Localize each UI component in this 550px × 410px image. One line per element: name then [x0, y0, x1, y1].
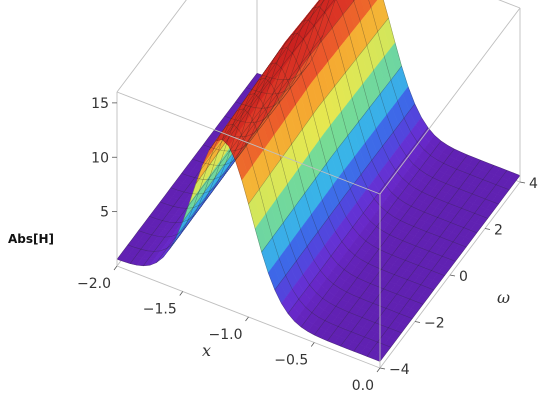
mesh-line-x [192, 32, 456, 262]
surface-patch [373, 351, 386, 362]
box-edge-top-front [116, 91, 381, 195]
mesh-line-x [138, 108, 402, 334]
mesh-line-y [143, 79, 284, 266]
y-tick-label: −2 [424, 316, 445, 332]
mesh-line-x [235, 0, 499, 205]
mesh-line-y [327, 154, 468, 342]
mesh-line-y [340, 159, 481, 347]
y-tick-mark [414, 321, 421, 323]
mesh-line-y [274, 103, 416, 291]
y-tick-label: −4 [389, 362, 410, 378]
box-edge-top-left [116, 0, 187, 93]
x-tick-mark [310, 342, 315, 347]
mesh-line-y [287, 127, 429, 314]
axis-ticks: −2.0 −1.5 −1.0 −0.5 0.0 −4 −2 0 2 4 5 10 15 [77, 96, 538, 394]
x-axis-label: x [202, 341, 211, 360]
mesh-line-x [256, 0, 521, 176]
surface-mesh [116, 0, 521, 362]
y-axis-label: ω [497, 288, 510, 307]
x-tick-mark [179, 291, 184, 296]
mesh-line-y [182, 35, 324, 222]
mesh-line-y [248, 17, 389, 205]
z-tick-label: 15 [91, 96, 109, 112]
mesh-line-x [246, 0, 510, 191]
mesh-line-y [208, 0, 321, 151]
z-axis-label: Abs[H] [8, 232, 54, 246]
x-tick-label: −0.5 [274, 353, 308, 369]
z-tick-label: 10 [91, 150, 109, 166]
mesh-line-y [314, 148, 455, 336]
y-tick-mark [484, 228, 491, 230]
y-tick-label: 0 [459, 269, 468, 285]
x-tick-mark [113, 265, 118, 271]
x-tick-label: −1.0 [209, 327, 243, 343]
mesh-line-y [300, 140, 442, 328]
mesh-line-x [127, 123, 391, 348]
mesh-line-x [116, 139, 381, 362]
y-tick-mark [519, 181, 526, 184]
y-tick-mark [449, 274, 456, 277]
mesh-line-y [195, 0, 335, 184]
mesh-line-x [181, 47, 445, 276]
mesh-line-x [160, 77, 424, 305]
mesh-line-x [170, 62, 434, 291]
mesh-line-y [261, 65, 402, 253]
mesh-line-y [379, 175, 521, 362]
mesh-line-y [366, 170, 508, 357]
box-edge-top-back [498, 0, 521, 9]
y-tick-mark [379, 367, 386, 370]
mesh-line-x [224, 0, 488, 219]
z-tick-label: 5 [100, 205, 109, 221]
x-tick-label: 0.0 [352, 378, 374, 394]
mesh-line-y [116, 73, 258, 260]
mesh-line-x [149, 93, 413, 319]
y-tick-label: 2 [494, 223, 503, 239]
x-tick-label: −1.5 [143, 302, 177, 318]
x-tick-mark [376, 367, 381, 373]
box-edge-top-right [379, 7, 521, 195]
mesh-line-y [353, 165, 494, 352]
mesh-line-y [129, 77, 271, 264]
mesh-line-y [235, 0, 356, 161]
y-tick-label: 4 [529, 176, 538, 192]
mesh-line-x [213, 6, 477, 233]
mesh-line-y [221, 0, 325, 140]
mesh-line-x [203, 19, 467, 248]
x-tick-mark [245, 316, 249, 322]
mesh-line-y [156, 76, 297, 263]
mesh-line-y [169, 62, 310, 250]
x-tick-label: −2.0 [77, 276, 111, 292]
